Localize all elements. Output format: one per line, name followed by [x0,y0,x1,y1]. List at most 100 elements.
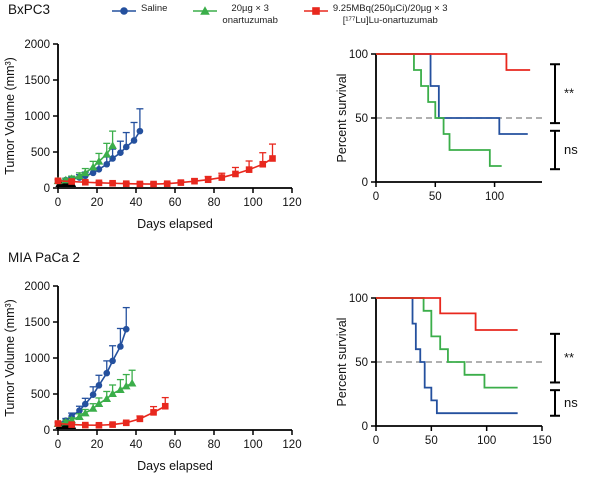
square-marker [95,179,103,187]
panel-title-mia-paca2: MIA PaCa 2 [8,250,81,265]
x-tick-label: 100 [243,439,262,451]
square-marker [82,178,89,186]
square-marker [232,170,239,178]
circle-marker [130,137,138,144]
square-marker [82,421,89,429]
x-axis-label: Days elapsed [137,459,213,473]
x-tick-label: 100 [485,191,504,203]
x-tick-label: 60 [169,197,182,209]
x-tick-label: 50 [425,435,438,447]
triangle-marker [81,408,90,417]
square-marker [150,180,157,188]
triangle-marker [94,399,104,408]
y-tick-label: 2000 [24,281,50,293]
x-tick-label: 40 [130,439,143,451]
circle-marker [89,391,97,399]
square-marker [54,420,62,427]
y-tick-label: 1500 [24,317,50,329]
square-marker [136,180,144,188]
legend-item-lu-onartuzumab: 9.25MBq(250µCi)/20µg × 3 [¹⁷⁷Lu]Lu-onart… [303,3,448,28]
x-axis-label: Days elapsed [137,217,213,231]
square-marker [136,415,144,423]
legend-item-onartuzumab: 20µg × 3 onartuzumab [193,3,278,28]
triangle-marker [94,157,104,165]
legend-item-saline: Saline [112,3,167,22]
square-marker [161,402,169,410]
triangle-marker [75,412,84,420]
y-tick-label: 0 [362,177,368,189]
legend: Saline 20µg × 3 onartuzumab 9.25MBq(250µ… [112,3,448,28]
lu-onartuzumab-marker-icon [303,4,328,22]
triangle-marker [81,168,90,177]
circle-marker [103,160,111,168]
square-marker [312,7,320,15]
triangle-marker [127,378,137,387]
square-marker [150,409,157,416]
triangle-marker [102,394,112,402]
x-tick-label: 100 [477,435,496,447]
legend-label-saline: Saline [141,3,168,14]
triangle-marker [200,6,211,15]
square-marker [177,179,185,186]
triangle-marker [88,162,98,171]
significance-label: ** [564,86,574,101]
circle-marker [76,407,83,414]
circle-marker [136,127,144,135]
y-axis-label: Percent survival [335,74,349,163]
triangle-marker [108,141,117,149]
x-tick-label: 50 [429,191,442,203]
survival-curve-onartuzumab [376,297,518,389]
triangle-marker [75,171,84,180]
y-tick-label: 1000 [24,111,50,123]
y-axis-label: Tumor Volume (mm³) [3,299,17,417]
y-tick-label: 0 [44,183,50,195]
x-tick-label: 0 [373,191,379,203]
mia-paca2-survival-chart: 0 50 100 150 0 50 100 Percent survival ** ns [335,293,578,447]
triangle-marker [116,385,125,393]
y-tick-label: 2000 [24,39,50,51]
circle-marker [117,343,124,350]
bxpc3-tumor-volume-chart: 0 20 40 60 80 100 120 0 500 1000 1500 2000 Tumor Vol… [3,39,302,231]
survival-curve-saline [376,53,528,135]
triangle-marker [121,381,131,390]
circle-marker [109,155,116,162]
circle-marker [95,165,103,173]
survival-curve-lu-onartuzumab [376,53,531,71]
x-tick-label: 20 [91,197,104,209]
x-tick-label: 120 [282,439,301,451]
square-marker [245,166,253,173]
survival-curve-onartuzumab [376,53,502,167]
x-tick-label: 150 [532,435,551,447]
y-tick-label: 50 [355,357,368,369]
x-tick-label: 0 [373,435,379,447]
square-marker [259,160,267,168]
triangle-marker [88,404,98,412]
x-tick-label: 20 [91,439,104,451]
x-tick-label: 100 [243,197,262,209]
square-marker [163,180,171,187]
square-marker [54,177,62,185]
legend-marker-svg [112,7,136,15]
y-axis-label: Percent survival [335,318,349,407]
triangle-marker [102,149,112,158]
y-tick-label: 0 [362,421,368,433]
saline-marker-icon [112,4,136,22]
square-marker [122,180,130,187]
square-marker [122,419,130,427]
panel-title-bxpc3: BxPC3 [8,2,51,17]
y-tick-label: 1000 [24,353,50,365]
y-axis-label: Tumor Volume (mm³) [3,57,17,175]
circle-marker [103,369,111,377]
significance-label: ns [564,142,578,157]
circle-marker [95,382,103,389]
y-tick-label: 100 [349,49,368,61]
survival-curve-lu-onartuzumab [376,297,518,331]
square-marker [109,421,116,428]
mia-paca2-tumor-volume-chart: 0 20 40 60 80 100 120 0 500 1000 1500 2000 Tumor Vol… [3,281,302,473]
circle-marker [89,169,97,177]
legend-marker-svg [193,6,218,15]
y-tick-label: 50 [355,113,368,125]
triangle-marker [108,389,117,397]
legend-marker-svg [303,7,328,15]
